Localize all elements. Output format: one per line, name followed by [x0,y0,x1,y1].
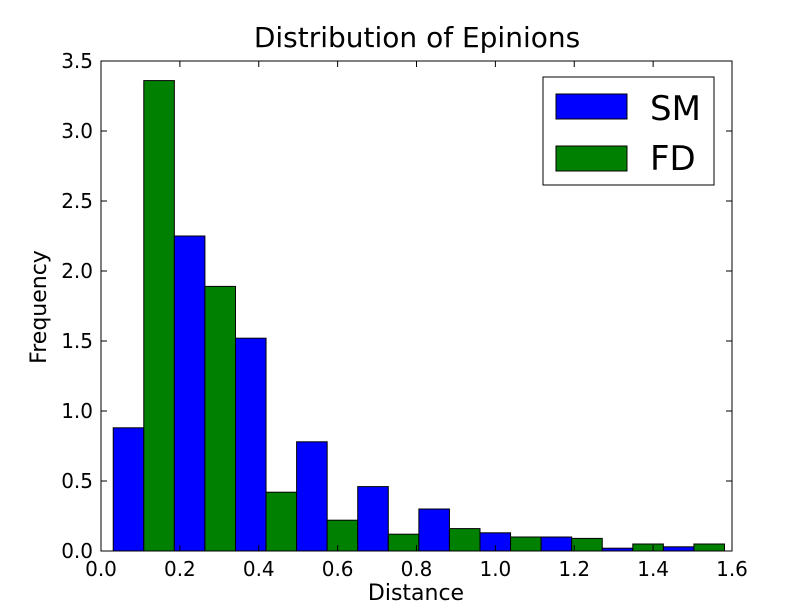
x-tick-label: 0.8 [401,557,433,581]
y-axis-label: Frequency [27,250,52,364]
bar-sm-1 [173,235,206,552]
y-tick-label: 0.5 [61,469,93,493]
y-tick-label: 3.0 [61,119,93,143]
bar-fd-0 [143,80,175,552]
bar-fd-2 [265,491,298,552]
y-tick-label: 0.0 [61,539,93,563]
legend-swatch-fd [555,145,628,172]
x-axis-label: Distance [368,581,464,606]
x-tick-label: 1.6 [716,557,748,581]
y-tick-label: 1.5 [61,329,93,353]
bar-fd-5 [448,528,481,552]
x-tick-label: 1.0 [479,557,511,581]
bars-layer [112,80,726,552]
bar-fd-4 [387,533,420,552]
x-tick-label: 0.4 [243,557,275,581]
legend-label-sm: SM [650,89,701,129]
legend-swatch-sm [555,93,628,120]
legend: SM FD [542,76,715,186]
bar-fd-7 [571,537,603,552]
bar-fd-9 [693,543,726,552]
chart-title: Distribution of Epinions [254,21,580,54]
bar-sm-9 [662,546,695,552]
bar-fd-8 [632,543,664,552]
bar-sm-3 [296,441,328,552]
x-tick-label: 1.4 [637,557,669,581]
bar-sm-2 [234,337,267,552]
y-tick-label: 2.0 [61,259,93,283]
bar-fd-1 [204,285,236,552]
bar-sm-0 [112,427,145,552]
bar-fd-3 [326,519,359,552]
bar-fd-6 [510,536,542,552]
x-tick-label: 1.2 [558,557,590,581]
bar-sm-4 [357,486,389,552]
y-tick-label: 2.5 [61,189,93,213]
bar-sm-7 [540,536,573,552]
bar-sm-5 [418,508,450,552]
x-tick-label: 0.0 [85,557,117,581]
ticks-layer: 0.0 0.2 0.4 0.6 0.8 1.0 1.2 1.4 1.6 0.0 0.5 1.0 1.5 2… [61,49,748,581]
y-tick-label: 1.0 [61,399,93,423]
x-tick-label: 0.2 [164,557,196,581]
x-tick-label: 0.6 [322,557,354,581]
y-tick-label: 3.5 [61,49,93,73]
legend-label-fd: FD [650,139,696,179]
